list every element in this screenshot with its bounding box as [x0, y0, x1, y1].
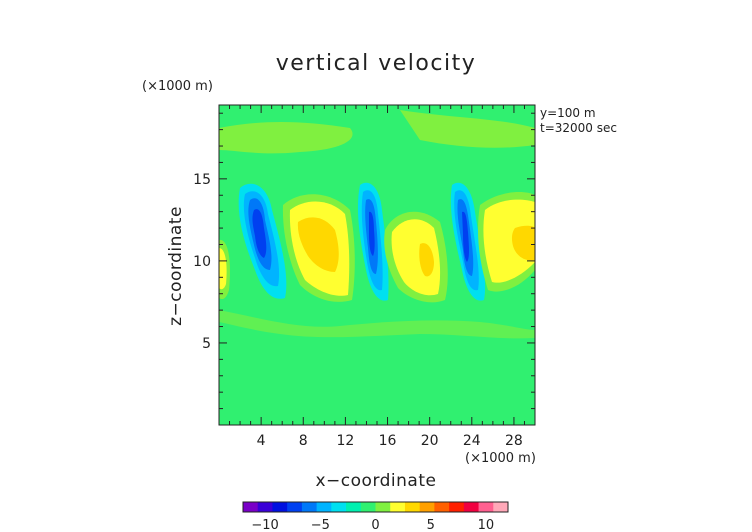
x-tick-label: 24 [463, 433, 481, 449]
x-unit-label: (×1000 m) [465, 451, 536, 466]
colorbar-swatch [272, 502, 288, 512]
y-unit-label: (×1000 m) [142, 79, 213, 94]
x-tick-label: 8 [299, 433, 308, 449]
colorbar-swatch [301, 502, 318, 512]
colorbar-tick-label: 10 [478, 518, 495, 532]
annotation-t: t=32000 sec [540, 121, 617, 135]
colorbar-swatch [449, 502, 465, 512]
colorbar-swatch [463, 502, 480, 512]
colorbar-swatch [346, 502, 362, 512]
y-tick-label: 10 [193, 254, 211, 270]
x-tick-label: 20 [421, 433, 439, 449]
updraft-cell-1 [238, 183, 287, 299]
colorbar-swatch [257, 502, 273, 512]
lower-light-band [219, 310, 535, 339]
y-tick-label: 15 [193, 172, 211, 188]
colorbar-swatch [287, 502, 303, 512]
x-tick-label: 4 [257, 433, 266, 449]
colorbar-tick-label: −10 [251, 518, 278, 532]
colorbar-swatch [493, 502, 509, 512]
colorbar-tick-label: 0 [371, 518, 379, 532]
upper-light-band-2 [400, 110, 535, 148]
x-axis-title: x−coordinate [316, 471, 437, 491]
colorbar: −10 −5 0 5 10 [242, 501, 509, 532]
colorbar-tick-label: 5 [427, 518, 435, 532]
colorbar-swatch [404, 502, 421, 512]
left-edge-cell [219, 239, 230, 300]
colorbar-tick-label: −5 [311, 518, 330, 532]
colorbar-swatch [478, 502, 494, 512]
colorbar-swatch [390, 502, 406, 512]
colorbar-swatch [434, 502, 450, 512]
colorbar-swatch [360, 502, 376, 512]
colorbar-swatch [316, 502, 332, 512]
colorbar-swatch [331, 502, 347, 512]
colorbar-swatch [375, 502, 391, 512]
updraft-cell-3 [450, 182, 486, 301]
x-tick-label: 28 [505, 433, 523, 449]
y-axis: 5 10 15 [193, 112, 535, 410]
upper-light-band [219, 122, 353, 154]
downdraft-cell-2 [384, 211, 448, 303]
chart-title: vertical velocity [276, 51, 477, 76]
colorbar-swatch [419, 502, 435, 512]
x-tick-label: 12 [336, 433, 354, 449]
x-axis: 4 8 12 16 20 24 28 [229, 105, 525, 449]
y-tick-label: 5 [202, 336, 211, 352]
downdraft-cell-1 [282, 194, 355, 302]
plot-area [219, 105, 535, 425]
colorbar-swatch [243, 502, 259, 512]
updraft-cell-2 [357, 182, 389, 301]
y-axis-title: z−coordinate [166, 206, 186, 326]
colorbar-frame [242, 501, 509, 513]
downdraft-cell-3 [477, 192, 535, 292]
annotation-y: y=100 m [540, 106, 596, 120]
x-tick-label: 16 [379, 433, 397, 449]
